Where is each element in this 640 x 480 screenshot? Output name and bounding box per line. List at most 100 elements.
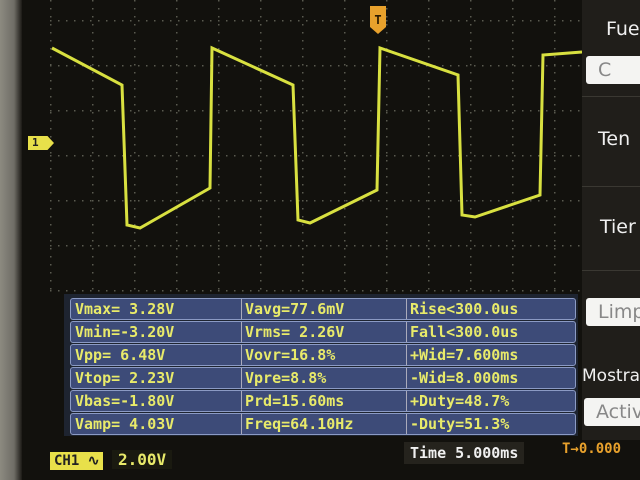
grid-dot (512, 144, 514, 146)
grid-dot (386, 72, 388, 74)
grid-dot (260, 208, 262, 210)
ch1-volts-div: 2.00V (112, 450, 173, 469)
grid-dot (450, 245, 452, 247)
ch1-badge[interactable]: CH1 ∿ (50, 452, 104, 470)
grid-dot (176, 208, 178, 210)
grid-dot (578, 200, 580, 202)
grid-dot (554, 110, 556, 112)
grid-dot (386, 24, 388, 26)
clear-button[interactable]: Limp (586, 298, 640, 326)
grid-dot (302, 112, 304, 114)
grid-dot (482, 200, 484, 202)
grid-dot (302, 32, 304, 34)
grid-dot (98, 290, 100, 292)
grid-dot (92, 56, 94, 58)
grid-dot (90, 20, 92, 22)
grid-dot (428, 24, 430, 26)
grid-dot (194, 155, 196, 157)
grid-dot (202, 290, 204, 292)
grid-dot (50, 64, 52, 66)
grid-dot (146, 290, 148, 292)
grid-dot (178, 65, 180, 67)
time-label[interactable]: Tier (600, 216, 636, 238)
grid-dot (122, 200, 124, 202)
grid-dot (386, 176, 388, 178)
grid-dot (466, 20, 468, 22)
grid-dot (134, 144, 136, 146)
grid-dot (338, 110, 340, 112)
grid-dot (298, 245, 300, 247)
trigger-position-marker[interactable]: T (370, 6, 386, 34)
grid-dot (106, 155, 108, 157)
grid-dot (302, 16, 304, 18)
grid-dot (260, 160, 262, 162)
grid-dot (134, 16, 136, 18)
ch1-level-marker[interactable]: 1 (28, 136, 54, 150)
grid-dot (428, 208, 430, 210)
voltage-label[interactable]: Ten (598, 128, 631, 150)
grid-dot (234, 245, 236, 247)
grid-dot (218, 64, 220, 66)
grid-dot (344, 184, 346, 186)
grid-dot (402, 200, 404, 202)
grid-dot (302, 72, 304, 74)
grid-dot (470, 264, 472, 266)
grid-dot (92, 176, 94, 178)
grid-dot (512, 32, 514, 34)
grid-dot (554, 20, 556, 22)
grid-dot (98, 200, 100, 202)
grid-dot (218, 232, 220, 234)
grid-dot (546, 110, 548, 112)
grid-dot (470, 64, 472, 66)
grid-dot (176, 136, 178, 138)
grid-dot (50, 72, 52, 74)
grid-dot (58, 290, 60, 292)
grid-dot (194, 200, 196, 202)
grid-dot (50, 112, 52, 114)
grid-dot (194, 65, 196, 67)
measurement-value: +Wid=7.600ms (406, 345, 518, 365)
grid-dot (428, 104, 430, 106)
grid-dot (50, 264, 52, 266)
grid-dot (410, 65, 412, 67)
grid-dot (386, 192, 388, 194)
grid-dot (514, 245, 516, 247)
source-button[interactable]: C (586, 56, 640, 84)
grid-dot (186, 245, 188, 247)
ch1-label: CH1 (54, 453, 80, 469)
waveform-plot (50, 0, 582, 292)
grid-dot (146, 155, 148, 157)
grid-dot (176, 192, 178, 194)
grid-dot (482, 155, 484, 157)
grid-dot (218, 72, 220, 74)
grid-dot (512, 136, 514, 138)
show-toggle[interactable]: Activ (584, 398, 640, 426)
measurement-row: Vtop= 2.23V Vpre=8.8% -Wid=8.000ms (70, 367, 576, 389)
grid-dot (554, 40, 556, 42)
grid-dot (302, 24, 304, 26)
grid-dot (92, 104, 94, 106)
grid-dot (218, 120, 220, 122)
grid-dot (306, 65, 308, 67)
grid-dot (302, 160, 304, 162)
grid-dot (344, 64, 346, 66)
grid-dot (218, 20, 220, 22)
grid-dot (570, 200, 572, 202)
grid-dot (470, 112, 472, 114)
grid-dot (122, 245, 124, 247)
grid-dot (176, 128, 178, 130)
grid-dot (170, 20, 172, 22)
grid-dot (470, 256, 472, 258)
grid-dot (330, 245, 332, 247)
grid-dot (260, 168, 262, 170)
grid-dot (538, 245, 540, 247)
grid-dot (92, 64, 94, 66)
grid-dot (260, 216, 262, 218)
grid-dot (50, 120, 52, 122)
grid-dot (554, 168, 556, 170)
grid-dot (146, 110, 148, 112)
grid-dot (98, 65, 100, 67)
grid-dot (410, 110, 412, 112)
measurement-value: Vamp= 4.03V (75, 415, 175, 433)
grid-dot (314, 20, 316, 22)
